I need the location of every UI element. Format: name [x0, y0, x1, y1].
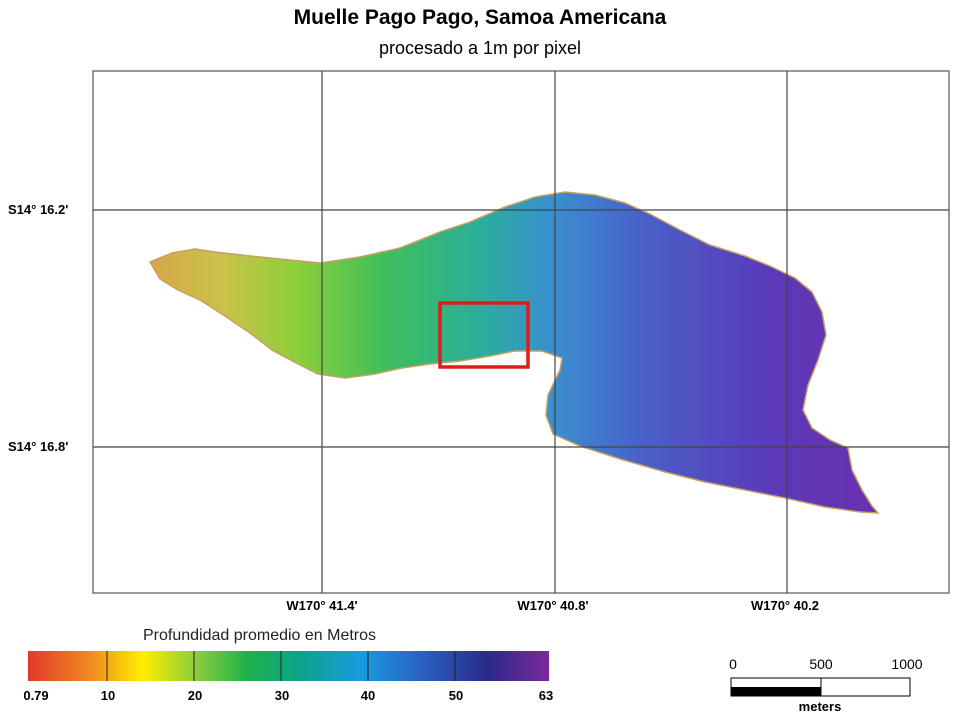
longitude-label-40-8: W170° 40.8': [517, 598, 589, 613]
colorbar-label-20: 20: [187, 688, 203, 703]
scale-label-1000: 1000: [891, 656, 923, 672]
latitude-label-16-8: S14° 16.8': [8, 439, 69, 454]
map-graticule: [93, 71, 949, 593]
scale-label-500: 500: [809, 656, 833, 672]
scale-label-0: 0: [729, 656, 737, 672]
colorbar-dividers: [106, 651, 456, 681]
map-title: Muelle Pago Pago, Samoa Americana: [293, 6, 667, 29]
depth-legend-title: Profundidad promedio en Metros: [143, 627, 377, 644]
scale-bar: [730, 677, 911, 697]
harbor-bathymetry-surface: [148, 191, 880, 514]
colorbar-label-30: 30: [274, 688, 290, 703]
colorbar-label-min: 0.79: [23, 688, 49, 703]
scale-unit-label: meters: [798, 699, 842, 714]
latitude-label-16-2: S14° 16.2': [8, 202, 69, 217]
colorbar-label-max: 63: [538, 688, 554, 703]
study-area-highlight: [438, 301, 530, 369]
depth-colorbar: [28, 651, 549, 681]
colorbar-label-40: 40: [360, 688, 376, 703]
longitude-label-40-2: W170° 40.2: [750, 598, 820, 613]
colorbar-label-50: 50: [448, 688, 464, 703]
longitude-label-41-4: W170° 41.4': [286, 598, 358, 613]
map-subtitle: procesado a 1m por pixel: [378, 38, 582, 58]
colorbar-label-10: 10: [100, 688, 116, 703]
